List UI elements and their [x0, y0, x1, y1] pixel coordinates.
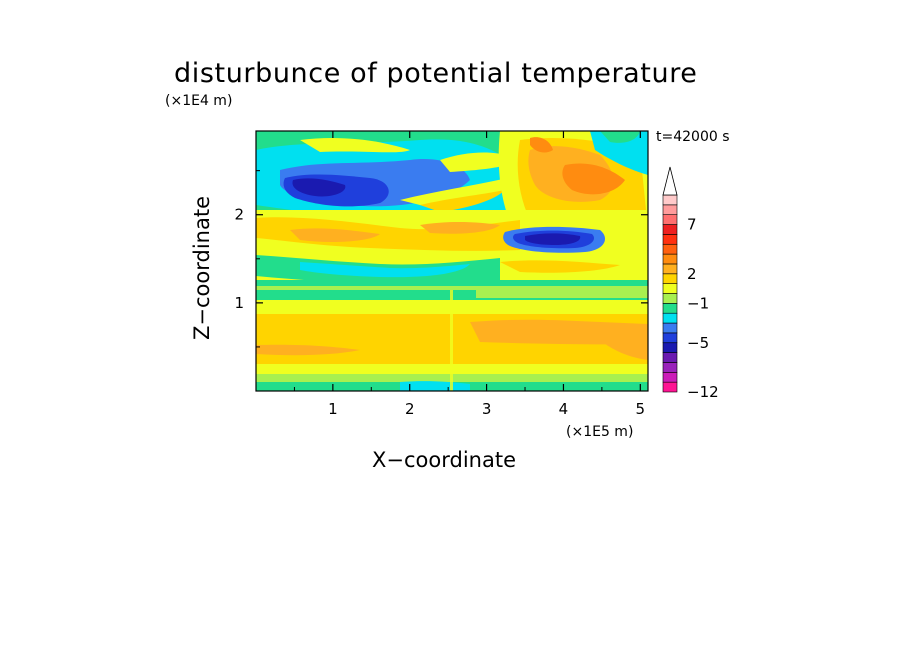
colorbar-segment-6 — [662, 322, 678, 334]
colorbar — [662, 166, 678, 393]
y-tick-label-0: 1 — [234, 294, 244, 312]
colorbar-segment-17 — [662, 214, 678, 225]
colorbar-segment-16 — [662, 224, 678, 235]
colorbar-segment-5 — [662, 332, 678, 344]
contour-field — [256, 131, 648, 391]
x-tick-label-0: 1 — [328, 400, 338, 418]
chart-title: disturbunce of potential temperature — [174, 58, 698, 89]
x-tick-label-2: 3 — [482, 400, 492, 418]
colorbar-segment-9 — [662, 293, 678, 304]
y-axis-label: Z−coordinate — [190, 196, 214, 340]
y-tick-label-1: 2 — [234, 206, 244, 224]
x-axis-unit: (×1E5 m) — [566, 424, 634, 440]
time-label: t=42000 s — [656, 129, 730, 145]
x-tick-label-4: 5 — [636, 400, 646, 418]
colorbar-segment-18 — [662, 204, 678, 216]
colorbar-segment-19 — [662, 194, 678, 206]
colorbar-extend-arrow — [662, 166, 678, 196]
colorbar-tick-label-0: 7 — [687, 216, 697, 234]
colorbar-segment-8 — [662, 303, 678, 314]
y-axis-ticks: 12 — [234, 170, 648, 348]
colorbar-segment-11 — [662, 273, 678, 284]
colorbar-tick-label-4: −12 — [687, 383, 719, 401]
colorbar-segment-4 — [662, 342, 678, 353]
x-tick-label-3: 4 — [559, 400, 569, 418]
x-axis-ticks: 1 2 3 4 5 — [293, 131, 646, 418]
y-axis-unit: (×1E4 m) — [165, 93, 233, 109]
x-tick-label-1: 2 — [405, 400, 415, 418]
x-axis-label: X−coordinate — [372, 448, 516, 472]
colorbar-segment-7 — [662, 312, 678, 324]
colorbar-ticks: 7 2 −1 −5 −12 — [687, 216, 719, 401]
colorbar-tick-label-1: 2 — [687, 265, 697, 283]
colorbar-segment-14 — [662, 243, 678, 255]
colorbar-segment-10 — [662, 283, 678, 294]
colorbar-segment-0 — [662, 381, 678, 393]
plot-frame — [255, 130, 649, 392]
colorbar-segment-2 — [662, 362, 678, 373]
colorbar-segment-1 — [662, 371, 678, 383]
colorbar-tick-label-2: −1 — [687, 294, 709, 312]
colorbar-tick-label-3: −5 — [687, 334, 709, 352]
colorbar-segment-12 — [662, 263, 678, 275]
colorbar-segment-13 — [662, 253, 678, 265]
colorbar-segment-15 — [662, 234, 678, 245]
colorbar-segment-3 — [662, 352, 678, 363]
